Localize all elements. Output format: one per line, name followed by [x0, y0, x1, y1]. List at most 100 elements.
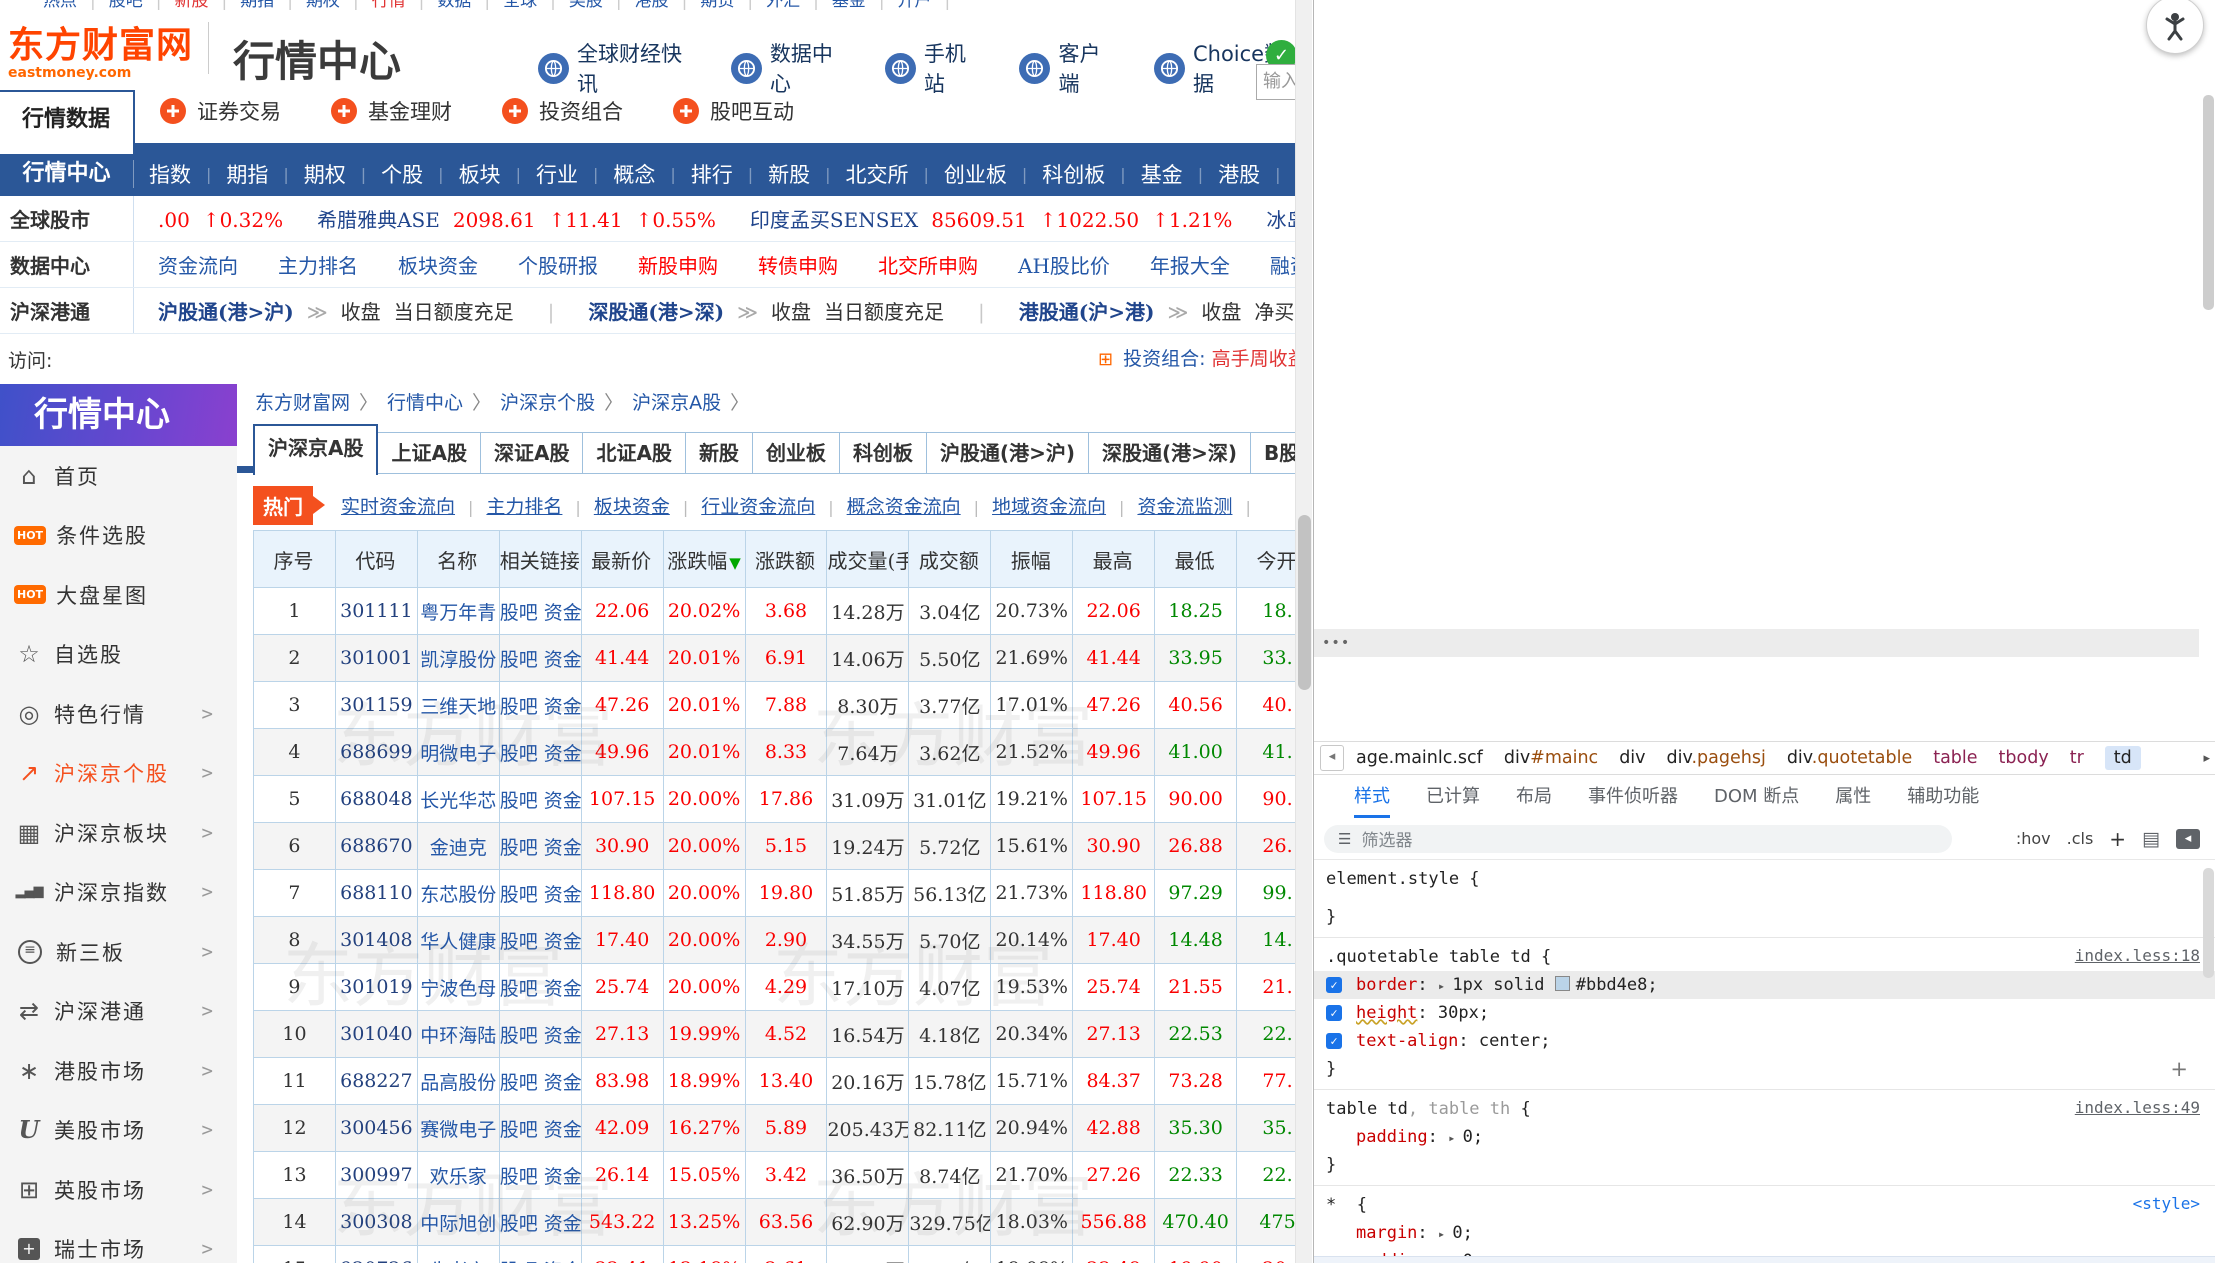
table-cell[interactable]: 688699: [334, 728, 418, 776]
css-property-line[interactable]: ✓ height: 30px;: [1314, 999, 2215, 1027]
dom-tree-line[interactable]: <a href="//guba.eastmoney.com/list,30111…: [1314, 345, 2199, 373]
table-cell[interactable]: 股吧 资金流 数据: [498, 1104, 582, 1152]
navbar-item[interactable]: 沪深港: [1280, 159, 1295, 189]
dom-tree-line[interactable]: ▼ <tr>: [1314, 32, 2199, 60]
hot-link[interactable]: 主力排名: [486, 495, 563, 518]
table-cell[interactable]: 品高股份: [416, 1057, 500, 1105]
cls-toggle[interactable]: .cls: [2066, 829, 2094, 848]
dom-tree-line[interactable]: </td>: [1314, 288, 2199, 316]
stylesheet-link[interactable]: <style>: [2132, 1194, 2200, 1213]
table-cell[interactable]: 宁波色母: [416, 963, 500, 1011]
ticker-token[interactable]: 希腊雅典ASE: [317, 208, 440, 232]
ticker-token[interactable]: 个股研报: [518, 254, 598, 278]
expand-arrow-icon[interactable]: ▸: [1448, 1255, 1462, 1256]
table-cell[interactable]: 301408: [334, 916, 418, 964]
devtools-scrollbar-thumb[interactable]: [2203, 95, 2214, 310]
devtools-tab[interactable]: 属性: [1835, 786, 1872, 807]
table-cell[interactable]: 300997: [334, 1151, 418, 1199]
dom-tree-line[interactable]: <td class>1</td>: [1314, 61, 2199, 89]
table-cell[interactable]: 三维天地: [416, 681, 500, 729]
sidebar-item[interactable]: ≡ 新三板 >: [0, 922, 237, 982]
site-tab[interactable]: 投资组合: [500, 96, 623, 126]
top-nav-link[interactable]: 期指: [240, 0, 275, 11]
table-header-cell[interactable]: 相关链接: [498, 530, 582, 588]
dom-tree-line[interactable]: <span class="price_up">20.02%</span>: [1314, 657, 2199, 685]
table-cell[interactable]: 华人健康: [416, 916, 500, 964]
filter-input[interactable]: ☰ 筛选器: [1324, 824, 1952, 853]
table-cell[interactable]: 920726: [334, 1245, 418, 1263]
navbar-item[interactable]: 板块: [458, 163, 501, 187]
top-nav-link[interactable]: 热点: [43, 0, 77, 11]
navbar-home[interactable]: 行情中心: [0, 160, 134, 188]
sidebar-item[interactable]: ◎ 特色行情 >: [0, 684, 237, 744]
dom-tree-line[interactable]: ▼ <td class>: [1314, 316, 2199, 344]
navbar-item[interactable]: 北交所: [845, 163, 909, 187]
css-rule[interactable]: .quotetable table td { index.less:18 ✓ b…: [1314, 938, 2215, 1090]
table-header-cell[interactable]: 最低: [1154, 530, 1238, 588]
table-header-cell[interactable]: 代码: [334, 530, 418, 588]
dom-tree-line[interactable]: <span class="price_up">22.06</span>: [1314, 572, 2199, 600]
navbar-item[interactable]: 创业板: [943, 163, 1007, 187]
table-cell[interactable]: 股吧 资金流 数据: [498, 775, 582, 823]
navbar-item[interactable]: 新股: [768, 163, 811, 187]
computed-sidebar-icon[interactable]: ◂: [2176, 828, 2200, 849]
table-cell[interactable]: 300456: [334, 1104, 418, 1152]
dom-tree-line[interactable]: ▼ <tbody>: [1314, 4, 2199, 32]
sidebar-item[interactable]: HOT 大盘星图: [0, 565, 237, 625]
table-header-cell[interactable]: 最新价: [580, 530, 664, 588]
ticker-token[interactable]: 资金流向: [158, 254, 238, 278]
table-header-cell[interactable]: 成交额: [908, 530, 992, 588]
css-property-line[interactable]: ✓ border: ▸ 1px solid #bbd4e8;: [1314, 971, 2215, 999]
stylesheet-link[interactable]: index.less:18: [2074, 946, 2200, 965]
new-rule-button[interactable]: +: [2109, 826, 2127, 851]
content-tab[interactable]: 沪股通(港>沪): [925, 432, 1089, 474]
dom-tree-line[interactable]: <a href="//quote.eastmoney.com/unify/r/0…: [1314, 231, 2199, 259]
content-tab[interactable]: 沪深京A股: [253, 424, 379, 475]
table-cell[interactable]: 688048: [334, 775, 418, 823]
sidebar-item[interactable]: ⇄ 沪深港通 >: [0, 982, 237, 1042]
navbar-item[interactable]: 指数: [149, 163, 191, 187]
table-cell[interactable]: 金迪克: [416, 822, 500, 870]
ticker-token[interactable]: 板块资金: [398, 254, 478, 278]
dom-breadcrumb[interactable]: table: [1933, 748, 1978, 768]
content-tab[interactable]: 科创板: [838, 432, 927, 474]
navbar-item[interactable]: 期权: [303, 163, 346, 187]
dom-tree-line[interactable]: ▼ <td class>: [1314, 543, 2199, 571]
dom-breadcrumb[interactable]: div.pagehsj: [1666, 748, 1766, 768]
ticker-token[interactable]: 年报大全: [1149, 254, 1230, 278]
breadcrumb-forward-icon[interactable]: ▸: [2203, 750, 2210, 766]
table-cell[interactable]: 中际旭创: [416, 1198, 500, 1246]
table-cell[interactable]: 股吧 资金流 数据: [498, 728, 582, 776]
top-nav-link[interactable]: 期货: [700, 0, 735, 11]
expand-arrow-icon[interactable]: ▸: [1448, 1131, 1463, 1145]
top-nav-link[interactable]: 美股: [568, 0, 603, 11]
dom-breadcrumb[interactable]: tbody: [1998, 748, 2049, 768]
top-nav-link[interactable]: 数据: [437, 0, 472, 11]
dom-breadcrumb[interactable]: div: [1619, 748, 1646, 768]
table-header-cell[interactable]: 序号: [253, 530, 336, 588]
table-cell[interactable]: 688227: [334, 1057, 418, 1105]
navbar-item[interactable]: 概念: [613, 163, 656, 187]
table-cell[interactable]: 301001: [334, 634, 418, 682]
navbar-item[interactable]: 期指: [226, 163, 269, 187]
quick-link[interactable]: 手机站: [884, 38, 980, 98]
table-cell[interactable]: 长光华芯: [416, 775, 500, 823]
devtools-tab[interactable]: 布局: [1516, 786, 1552, 807]
dom-tree-line[interactable]: "粤万年青" target="_blank">粤万年青</a>: [1314, 260, 2199, 288]
dom-tree-line[interactable]: ▼ <td class>: [1314, 203, 2199, 231]
devtools-tab[interactable]: DOM 断点: [1714, 786, 1800, 807]
table-cell[interactable]: 股吧 资金流 数据: [498, 1198, 582, 1246]
expand-arrow-icon[interactable]: ▸: [1437, 979, 1453, 993]
sidebar-item[interactable]: ⊞ 英股市场 >: [0, 1160, 237, 1220]
property-checkbox[interactable]: ✓: [1326, 977, 1342, 993]
dom-tree-line[interactable]: </td>: [1314, 174, 2199, 202]
navbar-item[interactable]: 排行: [690, 163, 733, 187]
css-rule[interactable]: table td, table th { index.less:49 ✓ pad…: [1314, 1090, 2215, 1186]
ticker-token[interactable]: 冰岛ICEX: [1266, 208, 1295, 232]
accessibility-widget-button[interactable]: [2146, 0, 2204, 54]
dom-tree-line[interactable]: <a href="//quote.eastmoney.com/unify/r/0…: [1314, 118, 2199, 146]
dom-breadcrumb[interactable]: td: [2104, 746, 2141, 770]
table-cell[interactable]: 688110: [334, 869, 418, 917]
top-nav-link[interactable]: 全球: [503, 0, 538, 11]
portfolio-hot-text[interactable]: 高手周收益: [1211, 348, 1295, 370]
